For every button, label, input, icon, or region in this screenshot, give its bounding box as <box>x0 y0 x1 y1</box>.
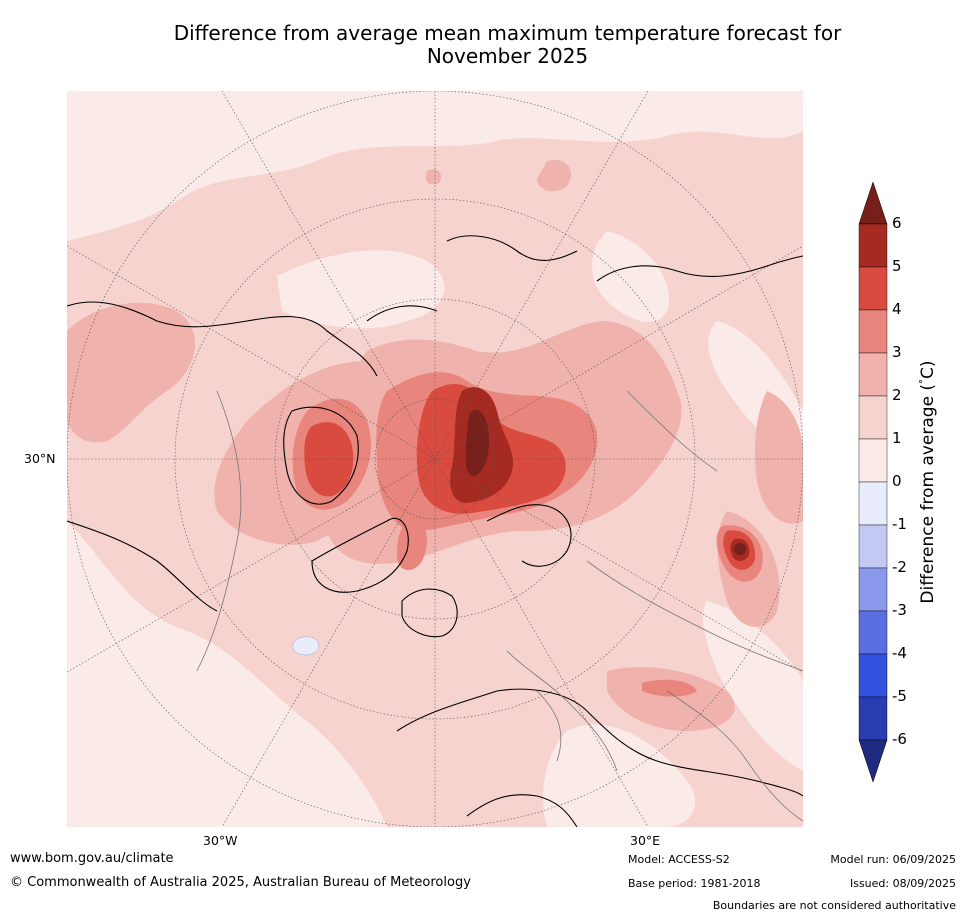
lon-label-30w: 30°W <box>203 833 238 848</box>
footer-copyright: © Commonwealth of Australia 2025, Austra… <box>10 875 471 890</box>
colorbar-tick-label: 5 <box>892 257 902 275</box>
colorbar-segment <box>858 653 888 698</box>
chart-title: Difference from average mean maximum tem… <box>60 22 955 68</box>
colorbar-tick-label: 0 <box>892 472 902 490</box>
colorbar-tick-label: 3 <box>892 343 902 361</box>
colorbar-segment <box>858 395 888 440</box>
colorbar-segment <box>858 266 888 311</box>
colorbar-segment <box>858 438 888 483</box>
colorbar-tick-label: -1 <box>892 515 907 533</box>
title-line-1: Difference from average mean maximum tem… <box>173 21 842 45</box>
lat-label-30n: 30°N <box>24 451 56 466</box>
colorbar-tick-label: -3 <box>892 601 907 619</box>
anomaly-0-1-regions <box>67 91 803 827</box>
title-line-2: November 2025 <box>426 44 589 68</box>
colorbar-title-unit: C) <box>918 360 938 379</box>
colorbar-title-degree: ° <box>918 378 930 384</box>
colorbar-title: Difference from average (°C) <box>918 360 938 603</box>
colorbar-tick-label: -2 <box>892 558 907 576</box>
graticule <box>67 91 803 827</box>
colorbar-segment <box>858 352 888 397</box>
colorbar-segment <box>858 610 888 655</box>
footer-issued: Issued: 08/09/2025 <box>849 877 956 890</box>
colorbar-extend-max <box>858 181 888 225</box>
colorbar-tick-label: 4 <box>892 300 902 318</box>
colorbar-svg <box>858 181 888 783</box>
colorbar-segment <box>858 567 888 612</box>
coastlines <box>67 235 803 827</box>
colorbar-extend-min <box>858 739 888 783</box>
footer-website[interactable]: www.bom.gov.au/climate <box>10 851 174 866</box>
colorbar-segments <box>858 223 888 741</box>
map-svg <box>67 91 803 827</box>
colorbar-tick-label: -4 <box>892 644 907 662</box>
anomaly-above-6-regions <box>465 410 746 555</box>
colorbar-segment <box>858 223 888 268</box>
colorbar-segment <box>858 481 888 526</box>
footer-model-run: Model run: 06/09/2025 <box>830 853 956 866</box>
lon-label-30e: 30°E <box>630 833 661 848</box>
footer-disclaimer: Boundaries are not considered authoritat… <box>712 899 956 912</box>
colorbar-segment <box>858 309 888 354</box>
colorbar-title-text: Difference from average ( <box>918 383 938 604</box>
country-borders <box>196 390 803 822</box>
colorbar <box>855 180 891 788</box>
forecast-map[interactable] <box>67 91 803 827</box>
colorbar-segment <box>858 524 888 569</box>
footer-model: Model: ACCESS-S2 <box>628 853 730 866</box>
colorbar-tick-label: -5 <box>892 687 907 705</box>
colorbar-tick-label: 6 <box>892 214 902 232</box>
colorbar-tick-label: 2 <box>892 386 902 404</box>
footer-base-period: Base period: 1981-2018 <box>628 877 761 890</box>
colorbar-tick-label: 1 <box>892 429 902 447</box>
colorbar-tick-label: -6 <box>892 730 907 748</box>
anomaly-0-neg1-region <box>292 636 320 656</box>
colorbar-segment <box>858 696 888 741</box>
